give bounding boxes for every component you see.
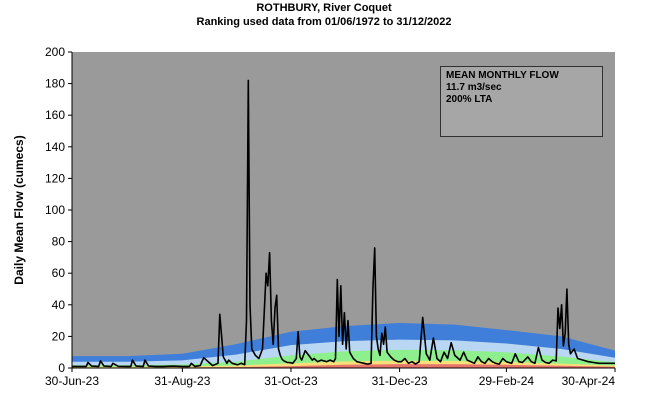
x-ticks: 30-Jun-23 31-Aug-23 31-Oct-23 31-Dec-23 29-F… <box>45 368 616 388</box>
mean-monthly-flow-lta: 200% LTA <box>446 94 493 105</box>
x-tick-label: 31-Oct-23 <box>264 374 318 388</box>
y-tick-label: 60 <box>52 266 66 280</box>
x-tick-label: 29-Feb-24 <box>479 374 535 388</box>
mean-monthly-flow-box: MEAN MONTHLY FLOW 11.7 m3/sec 200% LTA <box>440 66 603 137</box>
band-inner <box>72 364 615 368</box>
y-tick-label: 100 <box>45 203 65 217</box>
x-tick-label: 30-Jun-23 <box>45 374 99 388</box>
x-tick-label: 31-Aug-23 <box>154 374 210 388</box>
flow-line <box>72 79 615 368</box>
y-tick-label: 140 <box>45 140 65 154</box>
y-tick-label: 0 <box>58 361 65 375</box>
y-tick-label: 160 <box>45 108 65 122</box>
y-ticks: 0 20 40 60 80 100 120 140 160 180 200 <box>45 45 72 375</box>
mean-monthly-flow-title: MEAN MONTHLY FLOW <box>446 70 559 81</box>
y-tick-label: 180 <box>45 77 65 91</box>
y-tick-label: 40 <box>52 298 66 312</box>
y-axis-label: Daily Mean Flow (cumecs) <box>12 135 26 284</box>
x-tick-label: 31-Dec-23 <box>372 374 428 388</box>
y-tick-label: 120 <box>45 171 65 185</box>
y-tick-label: 80 <box>52 235 66 249</box>
x-tick-label: 30-Apr-24 <box>562 374 616 388</box>
y-tick-label: 20 <box>52 329 66 343</box>
chart-title: ROTHBURY, River Coquet <box>256 2 392 14</box>
chart-subtitle: Ranking used data from 01/06/1972 to 31/… <box>196 16 452 28</box>
y-tick-label: 200 <box>45 45 65 59</box>
mean-monthly-flow-value: 11.7 m3/sec <box>446 82 502 93</box>
